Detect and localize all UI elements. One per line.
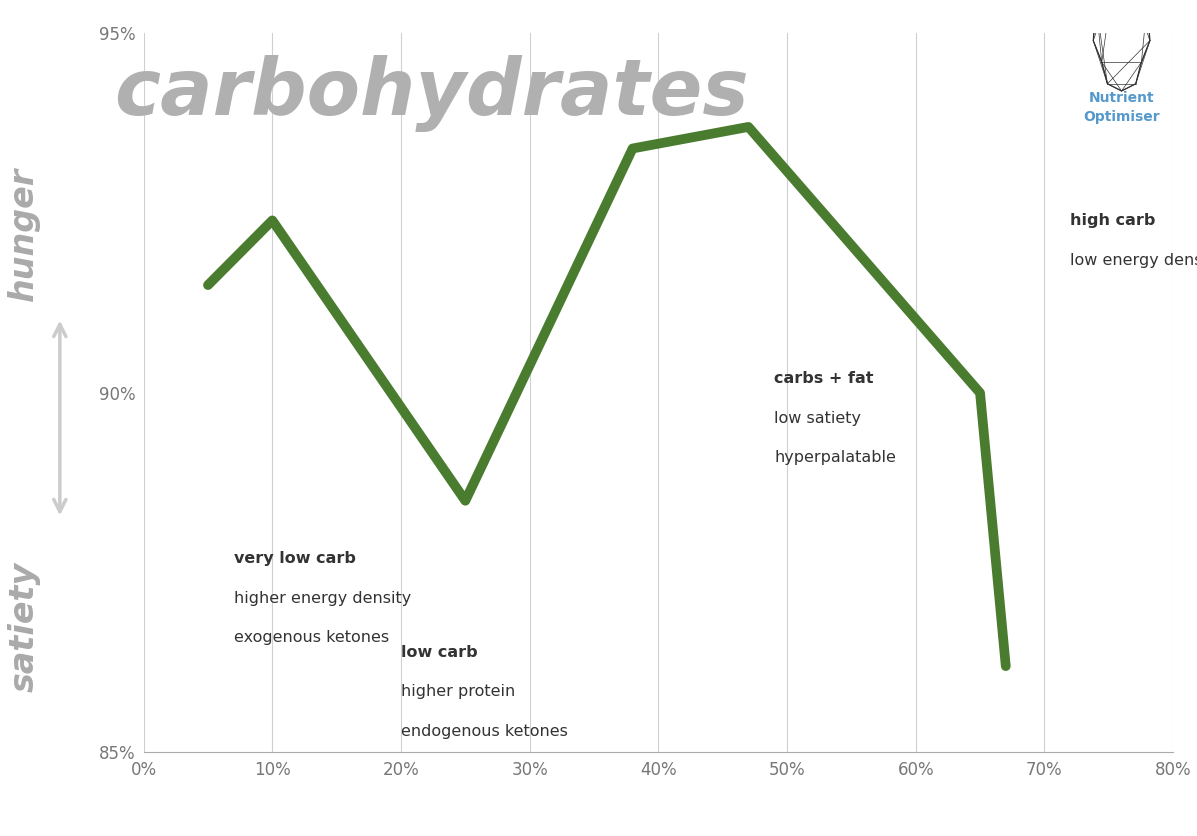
Text: carbs + fat: carbs + fat — [774, 371, 874, 386]
Text: higher protein: higher protein — [401, 684, 515, 699]
Text: Nutrient
Optimiser: Nutrient Optimiser — [1083, 91, 1160, 125]
Text: endogenous ketones: endogenous ketones — [401, 724, 567, 739]
Text: exogenous ketones: exogenous ketones — [233, 630, 389, 645]
Text: hyperpalatable: hyperpalatable — [774, 451, 897, 466]
Text: higher energy density: higher energy density — [233, 590, 411, 605]
Text: high carb: high carb — [1070, 213, 1155, 228]
Text: low carb: low carb — [401, 645, 478, 660]
Text: low satiety: low satiety — [774, 410, 861, 426]
Text: hunger: hunger — [7, 167, 41, 301]
Text: satiety: satiety — [7, 562, 41, 692]
Text: low energy density: low energy density — [1070, 252, 1197, 268]
Text: very low carb: very low carb — [233, 551, 356, 566]
Text: carbohydrates: carbohydrates — [115, 55, 749, 132]
